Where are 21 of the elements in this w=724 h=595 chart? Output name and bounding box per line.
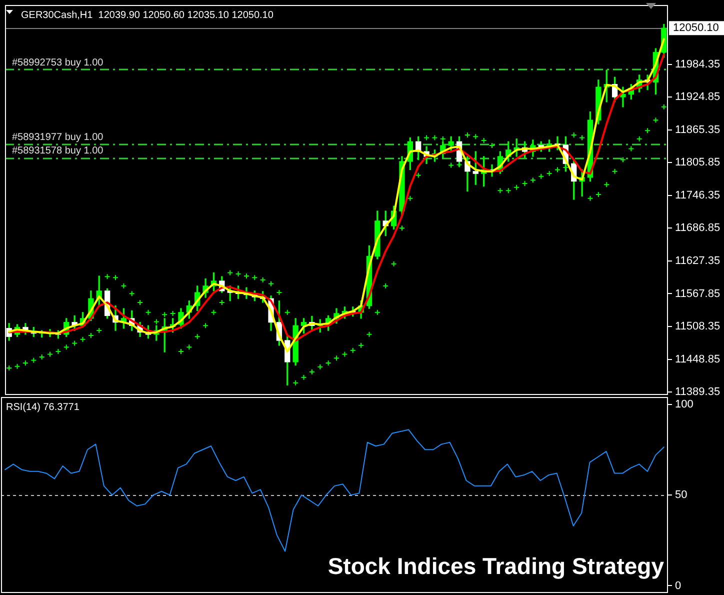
chart-title: RSI(14) 76.3771 <box>6 402 80 413</box>
text: GER30Cash,H1 12039.90 12050.60 12035.10 12050.10 <box>21 10 274 21</box>
y-tick-label: 11508.35 <box>675 320 720 333</box>
y-tick-label: 11805.85 <box>675 156 720 169</box>
annotation: Stock Indices Trading Strategy <box>328 553 664 579</box>
y-tick-label: 100 <box>675 398 694 410</box>
y-tick-label: 11984.35 <box>675 58 720 70</box>
y-tick-label: 11746.35 <box>675 189 720 202</box>
ref-line-label: #58931578 buy 1.00 <box>12 146 104 157</box>
y-tick-label: 11389.35 <box>675 386 720 398</box>
y-tick-label: 50 <box>675 489 688 502</box>
ref-line-label: 12050.10 <box>673 22 719 34</box>
y-tick-label: 11448.85 <box>675 353 720 366</box>
ref-line-label: #58992753 buy 1.00 <box>12 57 104 68</box>
y-tick-label: 11686.85 <box>675 222 720 234</box>
y-tick-label: 11924.85 <box>675 91 720 104</box>
y-tick-label: 11567.85 <box>675 288 720 300</box>
ref-line-label: #58931977 buy 1.00 <box>12 132 104 143</box>
y-tick-label: 11627.35 <box>675 254 720 267</box>
y-tick-label: 0 <box>675 580 682 592</box>
y-tick-label: 11865.35 <box>675 124 720 136</box>
